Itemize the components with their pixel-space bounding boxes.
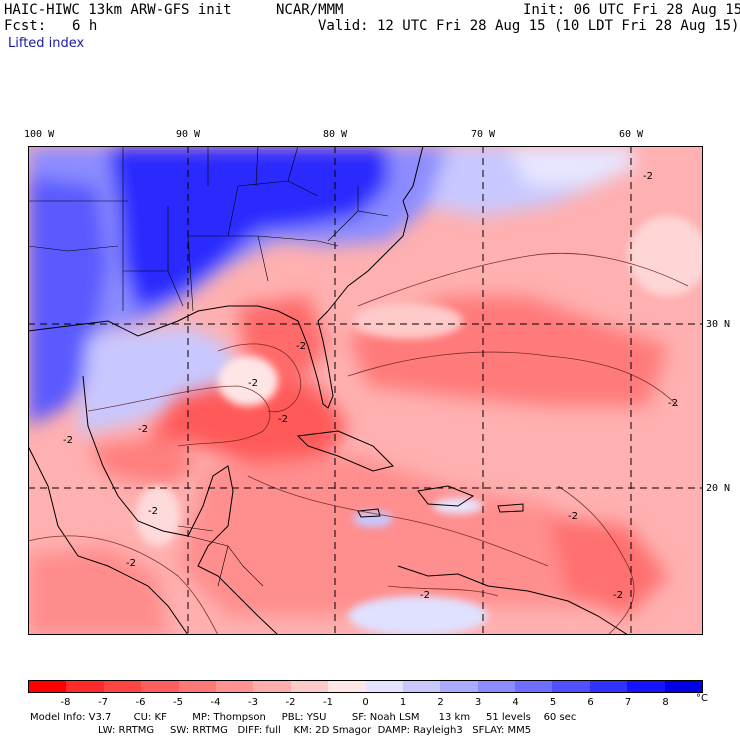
unstable-caribbean (178, 456, 628, 616)
map-frame (28, 146, 703, 635)
contour-line-2 (217, 343, 301, 413)
contour-label: -2 (643, 171, 653, 182)
colorbar-box (141, 681, 179, 692)
neutral-patch-3 (628, 216, 703, 296)
contour-line-4 (357, 253, 689, 307)
south-america-coastline (397, 565, 629, 635)
colorbar-box (477, 681, 516, 692)
colorbar-tick-label: 7 (624, 697, 632, 708)
forecast-label: Fcst: (4, 18, 47, 34)
stable-north-atlantic (508, 146, 638, 186)
colorbar-tick-label: -7 (98, 697, 108, 708)
colorbar-box (440, 681, 478, 692)
cuba-outline (296, 430, 394, 472)
model-info-line-1: Model Info: V3.7 CU: KF MP: Thompson PBL… (30, 712, 577, 723)
stable-region-core (108, 146, 388, 311)
contour-label: -2 (278, 414, 288, 425)
neutral-patch-2 (353, 303, 463, 339)
lon-label-90w: 90 W (176, 129, 201, 140)
colorbar-box (103, 681, 142, 692)
colorbar-tick-label: 6 (587, 697, 594, 708)
gulf-coastline (28, 305, 334, 409)
colorbar-tick-label: 8 (662, 697, 669, 708)
colorbar-box (515, 681, 553, 692)
contour-line-6 (247, 475, 549, 567)
colorbar-tick-label: 0 (362, 697, 369, 708)
init-time: Init: 06 UTC Fri 28 Aug 15 (523, 2, 740, 18)
colorbar-box (29, 681, 67, 692)
contour-label: -2 (668, 398, 678, 409)
colorbar-tick-label: -6 (135, 697, 146, 708)
state-borders (28, 146, 389, 312)
puerto-rico-outline (497, 503, 524, 513)
colorbar-box (552, 681, 590, 692)
lifted-index-map: -2 -2 -2 -2 -2 -2 -2 -2 -2 -2 -2 -2 (28, 146, 703, 635)
unstable-pacific-west (28, 546, 168, 635)
colorbar-box (664, 681, 703, 692)
model-title: HAIC-HIWC 13km ARW-GFS init (4, 2, 232, 18)
us-east-coastline (327, 146, 424, 312)
field-name: Lifted index (8, 36, 85, 51)
lat-label-20n: 20 N (706, 483, 731, 494)
colorbar-tick-label: 1 (399, 697, 407, 708)
neutral-patch-7 (136, 486, 180, 546)
model-info-line-2: LW: RRTMG SW: RRTMG DIFF: full KM: 2D Sm… (98, 725, 532, 736)
lon-label-70w: 70 W (471, 129, 496, 140)
unstable-caribbean-east (548, 516, 668, 616)
contour-label: -2 (248, 378, 258, 389)
contour-label: -2 (613, 590, 623, 601)
lon-label-60w: 60 W (619, 129, 644, 140)
colorbar-tick-label: -4 (210, 697, 221, 708)
colorbar-tick-label: 4 (512, 697, 519, 708)
colorbar-box (215, 681, 254, 692)
colorbar-tick-label: 3 (474, 697, 482, 708)
contour-line-1 (87, 385, 271, 447)
colorbar-tick-label: 2 (437, 697, 444, 708)
lat-label-30n: 30 N (706, 319, 731, 330)
colorbar-tick-label: -5 (173, 697, 183, 708)
colorbar-box (328, 681, 366, 692)
contour-label: -2 (296, 341, 306, 352)
stable-gulf-coast (78, 326, 248, 436)
colorbar-tick-label: 5 (549, 697, 557, 708)
contour-label: -2 (63, 435, 73, 446)
colorbar-box (66, 681, 104, 692)
contour-label: -2 (568, 511, 578, 522)
central-america-borders (177, 525, 264, 587)
contour-line-7 (557, 485, 635, 635)
contour-label: -2 (126, 558, 136, 569)
valid-time: Valid: 12 UTC Fri 28 Aug 15 (10 LDT Fri … (318, 18, 740, 34)
colorbar-tick-label: -2 (285, 697, 296, 708)
colorbar-box (589, 681, 628, 692)
contour-line-3 (347, 351, 679, 407)
contour-label: -2 (138, 424, 148, 435)
neutral-patch-4 (348, 596, 488, 635)
colorbar (28, 680, 703, 693)
colorbar-box (627, 681, 665, 692)
colorbar-tick-label: -1 (323, 697, 333, 708)
jamaica-outline (357, 508, 381, 518)
mexico-coastline (82, 375, 279, 635)
colorbar-box (402, 681, 441, 692)
unstable-gulf-west (88, 436, 198, 486)
colorbar-tick-label: -3 (248, 697, 258, 708)
colorbar-box (365, 681, 403, 692)
organization-label: NCAR/MMM (276, 2, 344, 18)
colorbar-tick-label: -8 (60, 697, 71, 708)
contour-line-5 (28, 535, 219, 635)
colorbar-box (253, 681, 291, 692)
contour-label: -2 (420, 590, 430, 601)
hispaniola-outline (417, 485, 475, 507)
colorbar-unit: °C (696, 693, 708, 704)
colorbar-box (290, 681, 329, 692)
contour-line-8 (387, 585, 499, 597)
lon-label-80w: 80 W (323, 129, 348, 140)
lon-label-100w: 100 W (24, 129, 55, 140)
colorbar-box (178, 681, 216, 692)
neutral-patch-1 (218, 356, 278, 406)
forecast-hour: 6 h (72, 18, 98, 34)
pacific-coastline (28, 445, 189, 635)
contour-label: -2 (148, 506, 158, 517)
